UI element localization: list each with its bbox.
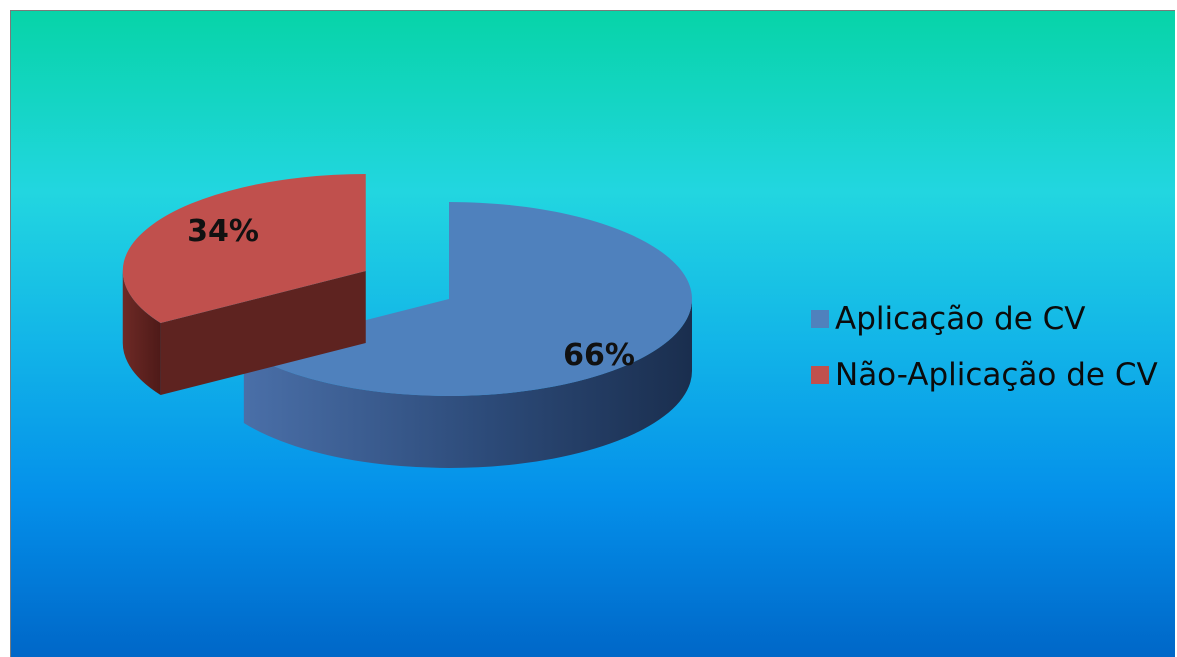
data-label-aplicacao: 66% (563, 338, 635, 373)
data-label-nao-aplicacao: 34% (187, 214, 259, 249)
pie-slice-aplicacao (243, 202, 692, 396)
legend-item-nao-aplicacao: Não-Aplicação de CV (811, 347, 1158, 403)
pie-side-nao-aplicacao (122, 271, 161, 396)
pie-side-aplicacao (243, 299, 692, 468)
pie-wall-nao-aplicacao-0 (160, 271, 366, 396)
chart-area: 66% 34% Aplicação de CV Não-Aplicação de… (10, 10, 1175, 657)
legend-swatch-aplicacao (811, 310, 829, 328)
pie-slice-nao-aplicacao (122, 174, 366, 324)
legend-swatch-nao-aplicacao (811, 366, 829, 384)
pie-chart: 66% 34% (122, 174, 692, 468)
chart-legend: Aplicação de CV Não-Aplicação de CV (811, 291, 1158, 403)
legend-label-nao-aplicacao: Não-Aplicação de CV (835, 357, 1158, 393)
legend-label-aplicacao: Aplicação de CV (835, 301, 1086, 337)
legend-item-aplicacao: Aplicação de CV (811, 291, 1158, 347)
